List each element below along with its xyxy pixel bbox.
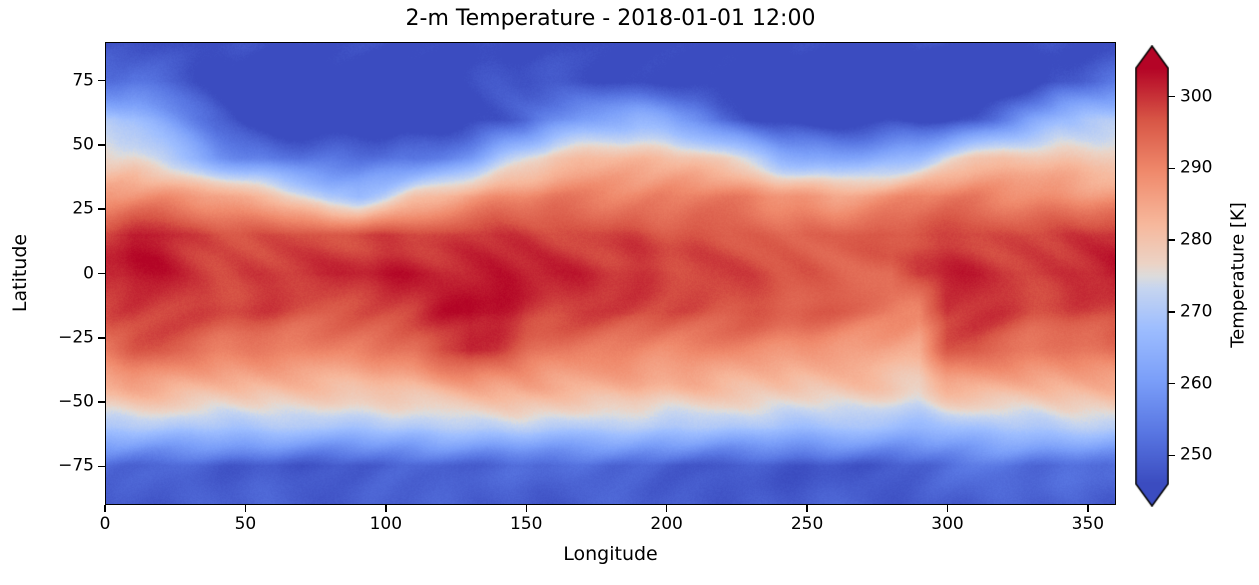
y-tick-mark [98,144,105,146]
x-tick-label: 150 [510,514,543,534]
colorbar-tick-label: 300 [1180,86,1213,107]
x-axis-label: Longitude [563,543,658,565]
colorbar-tick-mark [1168,311,1175,313]
colorbar-tick-mark [1168,95,1175,98]
x-tick-label: 300 [931,514,964,534]
colorbar-tick-mark [1168,382,1175,385]
x-tick-label: 100 [369,514,403,534]
y-tick-label: 25 [72,198,94,219]
x-tick-label: 200 [650,514,683,534]
x-tick-mark [665,505,668,512]
heatmap-canvas [106,43,1115,504]
x-tick-mark [525,505,527,512]
colorbar-tick-label: 280 [1180,229,1213,250]
y-tick-mark [98,208,105,210]
colorbar-tick-label: 290 [1180,157,1213,178]
chart-title: 2-m Temperature - 2018-01-01 12:00 [405,6,816,31]
x-tick-label: 350 [1071,514,1105,534]
x-tick-mark [385,505,387,512]
colorbar-tick-mark [1168,454,1175,457]
y-tick-mark [98,337,105,339]
y-tick-label: 0 [83,263,94,283]
colorbar-label: Temperature [K] [1227,202,1249,348]
y-tick-mark [98,465,105,468]
y-tick-label: −25 [58,327,94,348]
y-tick-label: −50 [58,391,94,412]
y-tick-mark [98,79,105,82]
x-tick-mark [1087,505,1089,512]
y-tick-label: −75 [58,455,94,476]
x-tick-mark [806,505,808,512]
x-tick-mark [104,505,106,512]
colorbar-tick-mark [1168,239,1175,241]
colorbar-tick-label: 260 [1180,373,1213,394]
x-tick-mark [946,505,949,512]
plot-area [105,42,1116,505]
y-axis-label: Latitude [9,233,31,313]
colorbar-tick-label: 250 [1180,444,1213,465]
x-tick-label: 0 [99,514,111,534]
y-tick-mark [98,401,105,403]
colorbar-tick-mark [1168,167,1175,170]
x-tick-label: 250 [790,514,824,534]
y-tick-mark [98,272,105,275]
y-tick-label: 50 [72,134,94,155]
x-tick-label: 50 [234,514,257,534]
colorbar [1135,45,1169,507]
y-tick-label: 75 [72,70,94,91]
colorbar-tick-label: 270 [1180,301,1213,322]
x-tick-mark [244,505,247,512]
